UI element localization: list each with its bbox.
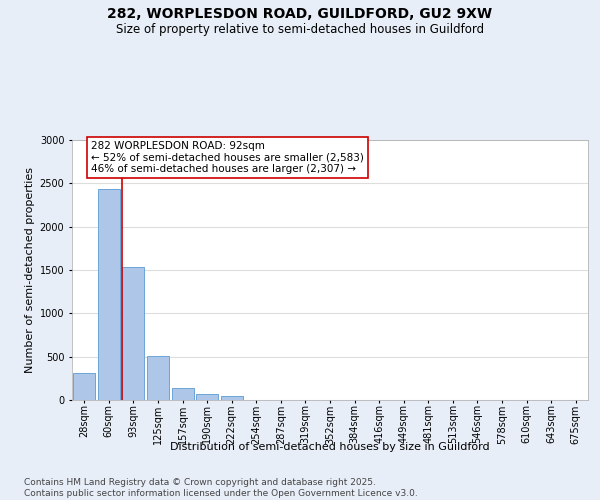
Text: Size of property relative to semi-detached houses in Guildford: Size of property relative to semi-detach… bbox=[116, 22, 484, 36]
Bar bbox=[73, 373, 95, 400]
Text: Distribution of semi-detached houses by size in Guildford: Distribution of semi-detached houses by … bbox=[170, 442, 490, 452]
Bar bbox=[98, 190, 120, 400]
Y-axis label: Number of semi-detached properties: Number of semi-detached properties bbox=[25, 167, 35, 373]
Bar bbox=[221, 396, 243, 400]
Text: 282, WORPLESDON ROAD, GUILDFORD, GU2 9XW: 282, WORPLESDON ROAD, GUILDFORD, GU2 9XW bbox=[107, 8, 493, 22]
Text: Contains HM Land Registry data © Crown copyright and database right 2025.
Contai: Contains HM Land Registry data © Crown c… bbox=[24, 478, 418, 498]
Bar bbox=[196, 394, 218, 400]
Text: 282 WORPLESDON ROAD: 92sqm
← 52% of semi-detached houses are smaller (2,583)
46%: 282 WORPLESDON ROAD: 92sqm ← 52% of semi… bbox=[91, 141, 364, 174]
Bar bbox=[122, 266, 145, 400]
Bar bbox=[147, 356, 169, 400]
Bar bbox=[172, 388, 194, 400]
